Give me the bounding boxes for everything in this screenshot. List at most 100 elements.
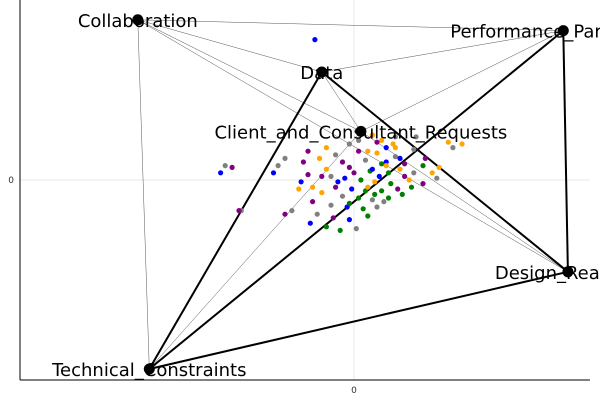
- node-label-client: Client_and_Consultant_Requests: [214, 122, 507, 143]
- scatter-point: [323, 166, 329, 172]
- nodes-layer: [132, 14, 574, 375]
- thin-edge-collab-tech: [137, 19, 150, 370]
- scatter-point: [346, 217, 352, 223]
- thin-edge-collab-data: [137, 19, 322, 73]
- scatter-point: [411, 170, 417, 176]
- scatter-point: [390, 141, 396, 147]
- scatter-point: [353, 226, 359, 232]
- thin-edge-collab-design: [137, 19, 569, 273]
- node-data: [316, 66, 328, 78]
- scatter-point: [310, 199, 316, 205]
- scatter-point: [218, 170, 224, 176]
- scatter-point: [305, 172, 311, 178]
- scatter-point: [383, 159, 389, 165]
- scatter-point: [328, 202, 334, 208]
- scatter-point: [310, 184, 316, 190]
- scatter-point: [420, 181, 426, 187]
- node-perf: [557, 25, 569, 37]
- grid-layer: [20, 0, 590, 380]
- scatter-point: [379, 137, 385, 143]
- scatter-point: [346, 200, 352, 206]
- scatter-point: [339, 193, 346, 199]
- axes-layer: 0 0: [8, 0, 590, 396]
- scatter-point: [381, 199, 387, 205]
- thin-edge-tech-client: [149, 131, 362, 370]
- scatter-point: [307, 220, 313, 226]
- scatter-point: [365, 213, 371, 219]
- scatter-point: [358, 177, 364, 183]
- scatter-point: [316, 155, 323, 161]
- scatter-point: [339, 159, 346, 165]
- scatter-point: [270, 170, 277, 176]
- x-tick-label: 0: [351, 386, 357, 396]
- scatter-point: [406, 177, 412, 183]
- node-label-data: Data: [300, 63, 343, 84]
- scatter-point: [399, 191, 405, 197]
- scatter-point: [383, 163, 389, 169]
- scatter-point: [429, 170, 435, 176]
- scatter-point: [374, 204, 380, 210]
- scatter-point: [434, 175, 440, 181]
- scatter-point: [305, 148, 311, 154]
- scatter-point: [296, 186, 302, 192]
- scatter-point: [356, 137, 362, 143]
- points-layer: [218, 37, 465, 233]
- scatter-point: [328, 173, 334, 179]
- edges-layer: [137, 19, 569, 370]
- scatter-point: [385, 170, 392, 176]
- scatter-point: [372, 179, 378, 185]
- scatter-point: [282, 211, 288, 217]
- scatter-point: [450, 145, 456, 151]
- scatter-point: [369, 132, 375, 138]
- thin-edge-collab-client: [137, 19, 362, 132]
- scatter-point: [402, 161, 408, 167]
- scatter-point: [333, 152, 339, 158]
- node-collab: [132, 14, 144, 26]
- scatter-point: [372, 191, 378, 197]
- scatter-point: [383, 145, 389, 151]
- scatter-point: [222, 163, 228, 169]
- scatter-point: [397, 155, 403, 161]
- node-label-tech: Technical_Constraints: [51, 360, 246, 381]
- scatter-point: [385, 195, 392, 201]
- scatter-point: [411, 146, 417, 152]
- scatter-point: [300, 159, 306, 165]
- scatter-point: [392, 134, 398, 140]
- thin-edge-data-client: [321, 71, 362, 132]
- scatter-point: [346, 164, 352, 170]
- scatter-point: [319, 173, 325, 179]
- scatter-point: [379, 161, 385, 167]
- scatter-point: [337, 227, 343, 233]
- scatter-point: [376, 173, 382, 179]
- scatter-point: [420, 163, 426, 169]
- scatter-point: [402, 173, 408, 179]
- thin-edge-collab-perf: [137, 19, 564, 31]
- scatter-point: [413, 134, 419, 140]
- scatter-point: [445, 139, 451, 145]
- y-tick-label: 0: [8, 176, 14, 186]
- node-client: [355, 125, 367, 137]
- scatter-point: [330, 215, 336, 221]
- scatter-point: [229, 164, 235, 170]
- scatter-point: [314, 211, 320, 217]
- node-label-perf: Performance_Parameters: [450, 22, 600, 43]
- scatter-point: [351, 170, 357, 176]
- scatter-point: [369, 166, 375, 172]
- scatter-point: [397, 166, 403, 172]
- node-design: [562, 266, 574, 278]
- scatter-point: [459, 141, 465, 147]
- scatter-point: [365, 148, 371, 154]
- scatter-point: [422, 155, 428, 161]
- scatter-point: [408, 184, 415, 190]
- scatter-point: [282, 155, 288, 161]
- scatter-point: [356, 195, 362, 201]
- scatter-point: [374, 139, 380, 145]
- scatter-point: [333, 184, 339, 190]
- scatter-point: [342, 175, 348, 181]
- scatter-point: [323, 224, 329, 230]
- scatter-point: [289, 208, 295, 214]
- scatter-point: [323, 145, 329, 151]
- scatter-point: [298, 179, 304, 185]
- scatter-point: [379, 188, 385, 194]
